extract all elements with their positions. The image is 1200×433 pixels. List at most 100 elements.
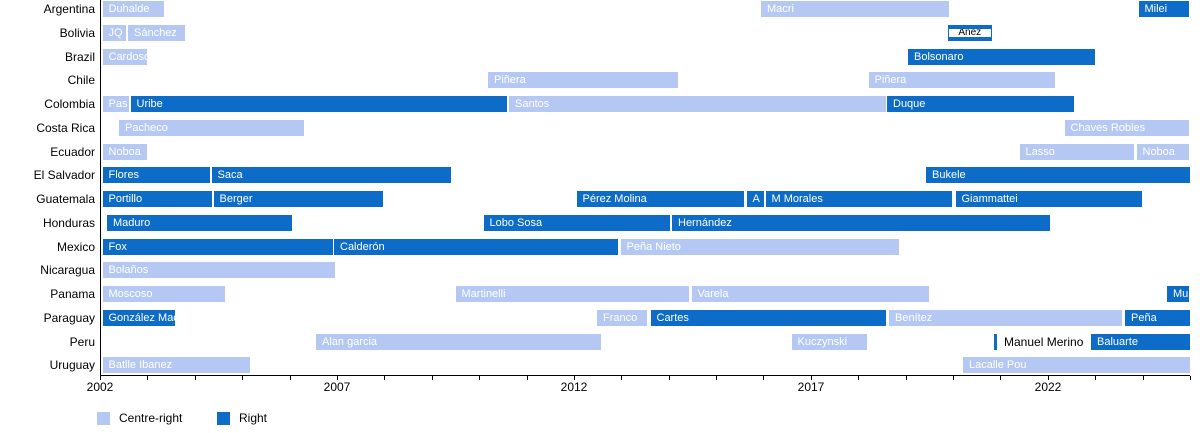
bar-label: Lasso bbox=[1025, 146, 1055, 158]
country-label: Bolivia bbox=[59, 26, 95, 40]
timeline-bar: Maduro bbox=[107, 215, 292, 231]
bar-label: Giammattei bbox=[961, 193, 1018, 205]
timeline-bar: Lacalle Pou bbox=[963, 357, 1190, 373]
bar-label: Alan garcia bbox=[322, 336, 378, 348]
axis-tick bbox=[716, 376, 717, 380]
timeline-bar: Giammattei bbox=[955, 191, 1142, 207]
bar-label: Lacalle Pou bbox=[969, 359, 1027, 371]
timeline-bar: Flores bbox=[102, 167, 210, 183]
bar-label: Kuczynski bbox=[797, 336, 848, 348]
bar-label: Pérez Molina bbox=[582, 193, 647, 205]
timeline-bar: Hernández bbox=[672, 215, 1050, 231]
axis-tick bbox=[195, 376, 196, 380]
country-label: Argentina bbox=[43, 2, 95, 16]
axis-tick bbox=[242, 376, 243, 380]
bar-label: Bolaños bbox=[108, 264, 149, 276]
timeline-bar: Saca bbox=[211, 167, 451, 183]
x-axis-line bbox=[100, 375, 1190, 376]
timeline-bar: Duque bbox=[887, 96, 1074, 112]
bar-label: Portillo bbox=[108, 193, 143, 205]
timeline-bar: Lobo Sosa bbox=[483, 215, 670, 231]
legend-item-r: Right bbox=[217, 412, 337, 425]
country-label: Panama bbox=[50, 287, 95, 301]
country-label: Costa Rica bbox=[36, 121, 95, 135]
timeline-bar: Pas bbox=[102, 96, 129, 112]
bar-label: Cartes bbox=[656, 312, 689, 324]
bar-label: JQ bbox=[108, 27, 123, 39]
bar-label: M Morales bbox=[771, 193, 823, 205]
bar-label: Peña bbox=[1131, 312, 1157, 324]
bar-outside-label: Manuel Merino bbox=[1004, 335, 1084, 349]
bar-label: Varela bbox=[697, 288, 729, 300]
axis-tick bbox=[337, 376, 338, 380]
bar-label: Martinelli bbox=[461, 288, 506, 300]
axis-tick-label: 2002 bbox=[86, 380, 114, 394]
country-label: Peru bbox=[69, 335, 95, 349]
country-label: Colombia bbox=[44, 97, 95, 111]
country-label: Chile bbox=[67, 73, 95, 87]
timeline-bar: M Morales bbox=[765, 191, 952, 207]
timeline-bar: Piñera bbox=[868, 72, 1055, 88]
timeline-bar: Calderón bbox=[334, 239, 618, 255]
timeline-bar: Duhalde bbox=[102, 1, 164, 17]
timeline-bar: Piñera bbox=[488, 72, 678, 88]
legend-label-r: Right bbox=[239, 411, 268, 425]
bar-label: Lobo Sosa bbox=[489, 217, 543, 229]
timeline-bar: Chaves Robles bbox=[1064, 120, 1189, 136]
axis-tick bbox=[1190, 376, 1191, 380]
axis-tick-label: 2012 bbox=[560, 380, 588, 394]
timeline-bar: Noboa bbox=[102, 144, 147, 160]
bar-label: Uribe bbox=[136, 98, 163, 110]
axis-tick bbox=[384, 376, 385, 380]
axis-tick bbox=[479, 376, 480, 380]
bar-label: Benítez bbox=[895, 312, 933, 324]
axis-tick bbox=[432, 376, 433, 380]
timeline-bar: Pérez Molina bbox=[576, 191, 744, 207]
axis-tick bbox=[763, 376, 764, 380]
timeline-bar: JQ bbox=[102, 25, 126, 41]
timeline-bar: Sánchez bbox=[128, 25, 185, 41]
timeline-bar: Pacheco bbox=[119, 120, 304, 136]
timeline-bar: Portillo bbox=[102, 191, 212, 207]
axis-tick bbox=[811, 376, 812, 380]
country-label: Mexico bbox=[56, 240, 95, 254]
timeline-bar: Batlle Ibanez bbox=[102, 357, 250, 373]
legend-swatch-cr bbox=[97, 412, 110, 425]
bar-label: Duque bbox=[893, 98, 926, 110]
y-axis-line bbox=[100, 0, 101, 375]
bar-label: Moscoso bbox=[108, 288, 153, 300]
bar-label: Hernández bbox=[678, 217, 732, 229]
bar-label: Batlle Ibanez bbox=[108, 359, 173, 371]
bar-label: Cardoso bbox=[108, 51, 148, 63]
timeline-bar: Áñez bbox=[947, 25, 992, 41]
bar-label: Mu bbox=[1173, 288, 1189, 300]
axis-tick bbox=[574, 376, 575, 380]
bar-label: Chaves Robles bbox=[1070, 122, 1146, 134]
axis-tick bbox=[527, 376, 528, 380]
timeline-bar: Berger bbox=[213, 191, 383, 207]
country-label: Ecuador bbox=[50, 145, 95, 159]
axis-tick bbox=[100, 376, 101, 380]
legend-label-cr: Centre-right bbox=[119, 411, 183, 425]
timeline-bar: Macri bbox=[761, 1, 949, 17]
axis-tick bbox=[1095, 376, 1096, 380]
timeline-bar bbox=[994, 334, 997, 350]
country-label: Uruguay bbox=[49, 358, 95, 372]
timeline-bar: Cardoso bbox=[102, 49, 148, 65]
bar-label: Noboa bbox=[1142, 146, 1175, 158]
timeline-bar: Peña Nieto bbox=[620, 239, 899, 255]
bar-label: Pas bbox=[108, 98, 128, 110]
axis-tick bbox=[1143, 376, 1144, 380]
axis-tick-label: 2022 bbox=[1034, 380, 1062, 394]
timeline-bar: Cartes bbox=[650, 310, 886, 326]
timeline-bar: Moscoso bbox=[102, 286, 225, 302]
timeline-bar: Alan garcia bbox=[316, 334, 601, 350]
timeline-bar: Fox bbox=[102, 239, 333, 255]
timeline-bar: Noboa bbox=[1136, 144, 1189, 160]
axis-tick bbox=[953, 376, 954, 380]
timeline-bar: Lasso bbox=[1019, 144, 1134, 160]
bar-label: Duhalde bbox=[108, 3, 150, 15]
bar-label: Flores bbox=[108, 169, 140, 181]
bar-label: Sánchez bbox=[134, 27, 177, 39]
